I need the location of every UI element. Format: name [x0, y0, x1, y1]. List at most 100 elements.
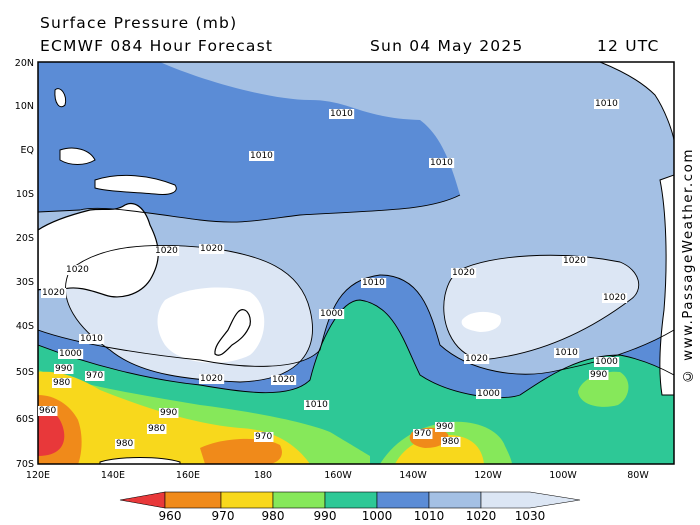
legend-swatch: [272, 491, 326, 509]
lat-label: 10S: [16, 189, 34, 200]
isobar-label-box: [594, 357, 620, 367]
legend-label: 990: [314, 509, 337, 523]
legend-label: 980: [262, 509, 285, 523]
isobar-label-box: [602, 293, 628, 303]
lat-label: 20S: [16, 233, 34, 244]
isobar-label-box: [594, 99, 620, 109]
isobar-label: 1000: [59, 349, 82, 359]
isobar-label: 1010: [555, 348, 578, 358]
isobar-label: 1020: [66, 265, 89, 275]
isobar-label-box: [115, 439, 135, 449]
isobar-label-box: [38, 406, 58, 416]
isobar-label-box: [435, 422, 455, 432]
lat-label: EQ: [21, 145, 34, 156]
isobar-label-box: [54, 364, 74, 374]
legend-swatch: [119, 491, 166, 509]
isobar-label-box: [562, 256, 588, 266]
latitude-axis: 20N 10N EQ 10S 20S 30S 40S 50S 60S 70S: [15, 58, 34, 470]
lon-label: 100W: [549, 470, 577, 481]
isobar-label: 1020: [465, 354, 488, 364]
isobar-label-box: [79, 334, 105, 344]
legend-swatch: [480, 491, 581, 509]
isobar-label: 990: [590, 370, 607, 380]
lat-label: 60S: [16, 414, 34, 425]
lat-label: 10N: [15, 101, 34, 112]
isobar-label: 1010: [305, 400, 328, 410]
isobar-label-box: [441, 437, 461, 447]
map-frame: [37, 61, 675, 465]
forecast-date: Sun 04 May 2025: [370, 37, 524, 55]
legend-label: 970: [212, 509, 235, 523]
isobar-label: 970: [255, 432, 272, 442]
legend-swatch: [428, 491, 482, 509]
isobar-label: 1020: [452, 268, 475, 278]
lon-label: 140W: [399, 470, 427, 481]
isobar-label-box: [159, 408, 179, 418]
isobar-label: 1000: [477, 389, 500, 399]
isobar-label-box: [249, 151, 275, 161]
isobar-label: 1020: [200, 244, 223, 254]
isobar-label-box: [476, 389, 502, 399]
isobar-label-box: [304, 400, 330, 410]
isobar-label: 1000: [320, 309, 343, 319]
isobar-label: 970: [414, 429, 431, 439]
forecast-time: 12 UTC: [597, 37, 660, 55]
isobar-label: 980: [53, 378, 70, 388]
isobar-label: 1020: [200, 374, 223, 384]
isobar-label-box: [271, 375, 297, 385]
isobar-label-box: [254, 432, 274, 442]
isobar-label-box: [554, 348, 580, 358]
isobar-label: 1020: [603, 293, 626, 303]
chart-title: Surface Pressure (mb): [40, 14, 238, 32]
lon-label: 120E: [26, 470, 50, 481]
isobar-label-box: [199, 374, 225, 384]
isobar-label: 990: [436, 422, 453, 432]
isobar-label-box: [361, 278, 387, 288]
legend-label: 1000: [362, 509, 393, 523]
isobar-label: 980: [116, 439, 133, 449]
isobar-label-box: [451, 268, 477, 278]
isobar-label-box: [147, 424, 167, 434]
isobar-labels: 1010 1010 1010 1010 1020 1020 1020 1020 …: [38, 99, 628, 449]
lat-label: 30S: [16, 277, 34, 288]
isobar-label-box: [413, 429, 433, 439]
isobar-label: 1010: [330, 109, 353, 119]
lat-label: 50S: [16, 367, 34, 378]
legend-label: 1010: [414, 509, 445, 523]
isobar-label: 1020: [42, 288, 65, 298]
copyright-watermark: © www.PassageWeather.com: [680, 148, 696, 385]
isobar-label: 1010: [595, 99, 618, 109]
isobar-label: 990: [55, 364, 72, 374]
isobar-label: 1010: [362, 278, 385, 288]
legend-swatch: [220, 491, 274, 509]
isobar-label-box: [319, 309, 345, 319]
legend-swatch: [376, 491, 430, 509]
model-forecast-label: ECMWF 084 Hour Forecast: [40, 37, 274, 55]
isobar-label-box: [85, 371, 105, 381]
lon-label: 120W: [474, 470, 502, 481]
longitude-axis: 120E 140E 160E 180 160W 140W 120W 100W 8…: [26, 470, 649, 481]
lat-label: 20N: [15, 58, 34, 69]
isobar-label-box: [65, 265, 91, 275]
isobar-label: 980: [442, 437, 459, 447]
isobar-label: 1020: [563, 256, 586, 266]
lon-label: 160W: [324, 470, 352, 481]
isobar-label: 1020: [272, 375, 295, 385]
isobar-label: 1020: [155, 246, 178, 256]
legend-swatch: [324, 491, 378, 509]
lat-label: 70S: [16, 459, 34, 470]
isobar-label-box: [589, 370, 609, 380]
isobar-label: 1000: [595, 357, 618, 367]
pressure-legend: 960 970 980 990 1000 1010 1020 1030: [119, 491, 581, 523]
isobar-label-box: [429, 158, 455, 168]
isobar-label-box: [154, 246, 180, 256]
lon-label: 80W: [627, 470, 649, 481]
isobar-label-box: [52, 378, 72, 388]
isobar-label: 1010: [250, 151, 273, 161]
isobar-label-box: [199, 244, 225, 254]
isobar-label-box: [329, 109, 355, 119]
isobar-label: 1010: [430, 158, 453, 168]
isobar-label-box: [464, 354, 490, 364]
isobar-label: 970: [86, 371, 103, 381]
